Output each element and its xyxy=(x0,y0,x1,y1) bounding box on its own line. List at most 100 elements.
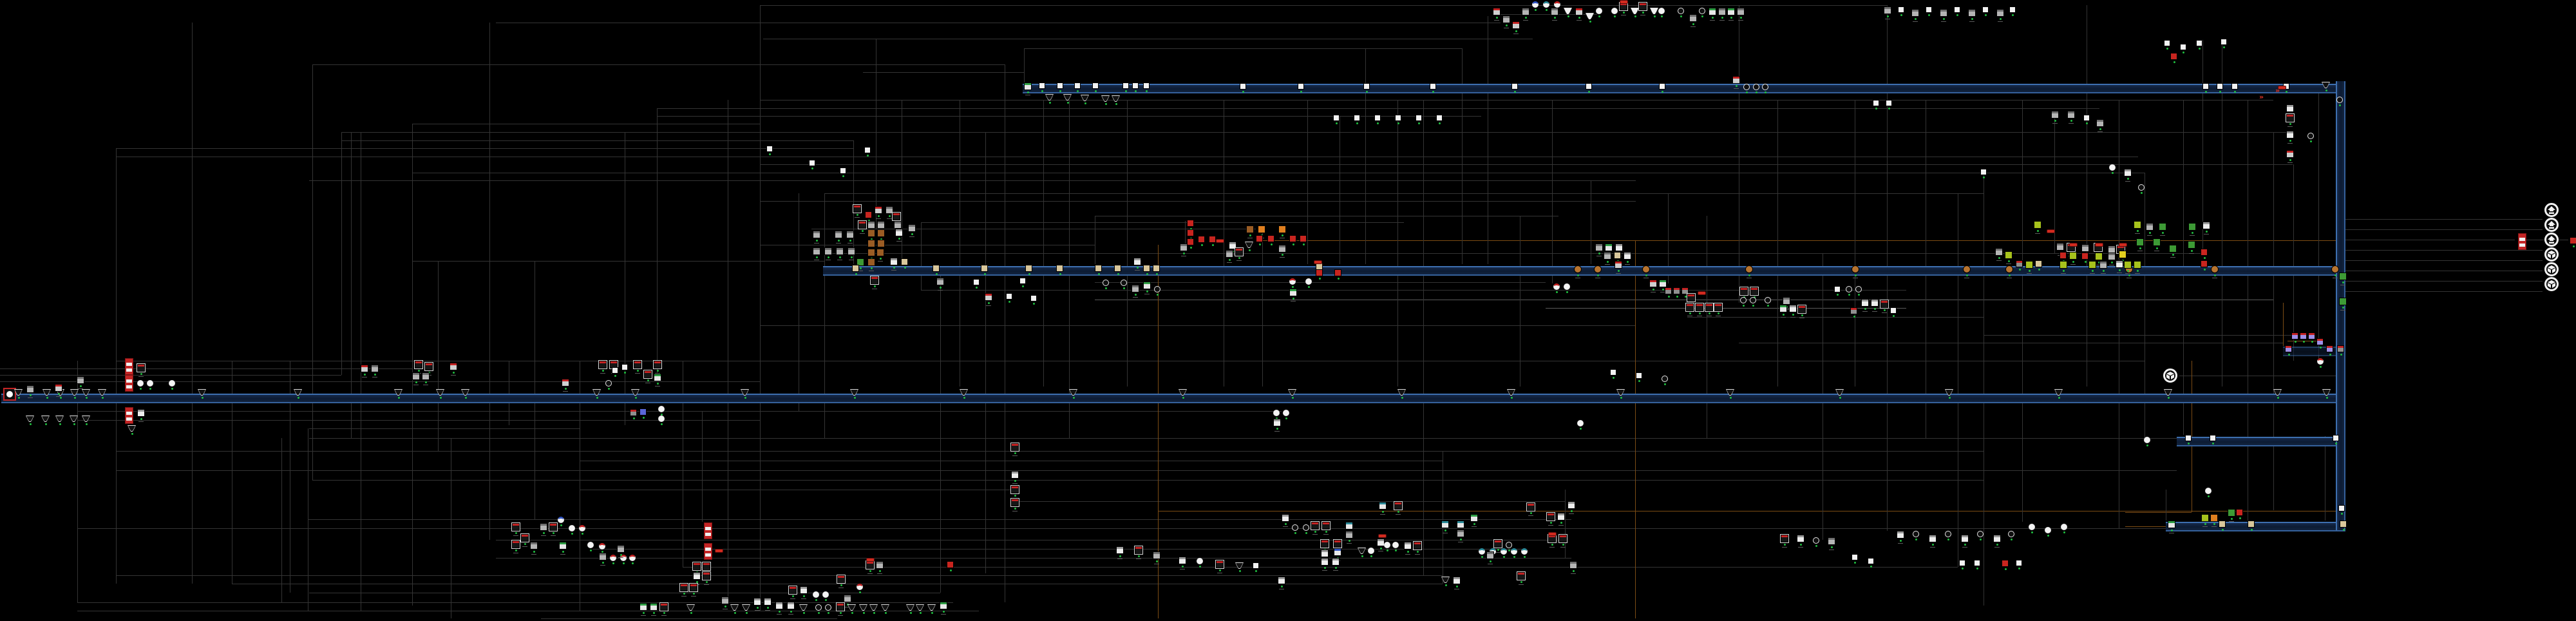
graph-node[interactable] xyxy=(1180,244,1188,251)
graph-node[interactable] xyxy=(1605,244,1613,251)
graph-node[interactable] xyxy=(1493,8,1501,15)
graph-node[interactable] xyxy=(2210,514,2218,522)
graph-node[interactable] xyxy=(2060,252,2067,259)
graph-node[interactable] xyxy=(1586,83,1592,90)
graph-node[interactable] xyxy=(1526,502,1535,511)
graph-node[interactable] xyxy=(1333,115,1340,121)
graph-node[interactable] xyxy=(540,523,547,531)
graph-node[interactable] xyxy=(1551,8,1558,15)
graph-node[interactable] xyxy=(1699,8,1705,14)
graph-node[interactable] xyxy=(1122,82,1129,89)
graph-node[interactable] xyxy=(1010,498,1019,507)
graph-node[interactable] xyxy=(2164,40,2170,46)
graph-node[interactable] xyxy=(2248,521,2255,528)
graph-node[interactable] xyxy=(2196,40,2202,46)
graph-node[interactable] xyxy=(169,380,175,387)
graph-node[interactable] xyxy=(1187,220,1194,227)
graph-node[interactable] xyxy=(2285,345,2292,352)
graph-node[interactable] xyxy=(2035,260,2042,267)
graph-node[interactable] xyxy=(2228,509,2235,517)
graph-node[interactable] xyxy=(1289,278,1296,285)
graph-node[interactable] xyxy=(1564,283,1570,290)
graph-node[interactable] xyxy=(1993,535,2001,542)
graph-node[interactable] xyxy=(1687,293,1696,302)
graph-node[interactable] xyxy=(2180,44,2186,50)
graph-node[interactable] xyxy=(1797,305,1806,314)
graph-node[interactable] xyxy=(2081,244,2089,252)
graph-node[interactable] xyxy=(1303,524,1309,531)
graph-node[interactable] xyxy=(2005,265,2013,273)
graph-node[interactable] xyxy=(2291,332,2298,339)
graph-node[interactable] xyxy=(1511,548,1517,555)
belt-bus-main[interactable] xyxy=(1,394,2345,403)
graph-node[interactable] xyxy=(2138,184,2145,191)
graph-node[interactable] xyxy=(1114,265,1121,272)
graph-node[interactable] xyxy=(1797,535,1804,542)
graph-node[interactable] xyxy=(787,602,795,609)
graph-node[interactable] xyxy=(1153,265,1160,272)
graph-node[interactable] xyxy=(857,584,863,590)
graph-node[interactable] xyxy=(1615,261,1622,269)
graph-node[interactable] xyxy=(2336,97,2343,103)
graph-node[interactable] xyxy=(1116,546,1124,554)
graph-node[interactable] xyxy=(2016,560,2022,566)
graph-node[interactable] xyxy=(1636,372,1642,379)
graph-node[interactable] xyxy=(1092,82,1099,89)
graph-node[interactable] xyxy=(1273,419,1281,426)
graph-node[interactable] xyxy=(1574,265,1582,273)
graph-node[interactable] xyxy=(867,249,875,256)
graph-node[interactable] xyxy=(1689,14,1697,22)
graph-node[interactable] xyxy=(1453,577,1461,584)
graph-node[interactable] xyxy=(1954,6,1960,13)
graph-node[interactable] xyxy=(844,595,851,602)
graph-node[interactable] xyxy=(1321,521,1331,530)
graph-node[interactable] xyxy=(530,542,538,549)
graph-node[interactable] xyxy=(1737,8,1745,15)
output-ring[interactable] xyxy=(2544,233,2559,247)
graph-node[interactable] xyxy=(1604,252,1611,260)
graph-node[interactable] xyxy=(658,406,665,412)
graph-node[interactable] xyxy=(853,204,862,213)
graph-node[interactable] xyxy=(1006,293,1012,300)
graph-node[interactable] xyxy=(610,555,616,561)
graph-node[interactable] xyxy=(1289,235,1296,242)
graph-node[interactable] xyxy=(866,560,875,569)
graph-node[interactable] xyxy=(1543,1,1549,8)
graph-node[interactable] xyxy=(813,247,820,255)
graph-node[interactable] xyxy=(630,409,637,416)
output-ring[interactable] xyxy=(2544,262,2559,276)
graph-node[interactable] xyxy=(1614,252,1621,259)
graph-node[interactable] xyxy=(1714,303,1723,312)
graph-node[interactable] xyxy=(1638,2,1647,11)
graph-node[interactable] xyxy=(2201,260,2208,267)
graph-node[interactable] xyxy=(1886,100,1892,106)
graph-node[interactable] xyxy=(2188,223,2196,231)
graph-node[interactable] xyxy=(1980,169,1987,175)
graph-node[interactable] xyxy=(2340,521,2347,528)
graph-node[interactable] xyxy=(569,525,575,531)
output-ring[interactable] xyxy=(2544,218,2559,232)
graph-node[interactable] xyxy=(892,212,901,221)
graph-node[interactable] xyxy=(620,555,627,561)
graph-node[interactable] xyxy=(1897,531,1904,539)
graph-node[interactable] xyxy=(2205,488,2211,494)
graph-node[interactable] xyxy=(617,545,625,553)
graph-node[interactable] xyxy=(764,598,772,606)
graph-node[interactable] xyxy=(1404,542,1412,549)
graph-node[interactable] xyxy=(1873,100,1879,106)
graph-node[interactable] xyxy=(1659,83,1665,90)
graph-node[interactable] xyxy=(2083,115,2090,121)
graph-node[interactable] xyxy=(813,591,819,598)
graph-node[interactable] xyxy=(1521,548,1528,555)
graph-node[interactable] xyxy=(689,583,698,592)
graph-node[interactable] xyxy=(2045,527,2051,533)
graph-node[interactable] xyxy=(2116,260,2123,268)
graph-node[interactable] xyxy=(867,240,875,247)
graph-node[interactable] xyxy=(1493,539,1502,548)
stack-node[interactable] xyxy=(125,358,133,375)
graph-node[interactable] xyxy=(1753,84,1759,90)
graph-node[interactable] xyxy=(702,571,711,580)
graph-node[interactable] xyxy=(1610,369,1616,376)
graph-node[interactable] xyxy=(1121,280,1127,286)
graph-node[interactable] xyxy=(629,555,636,561)
